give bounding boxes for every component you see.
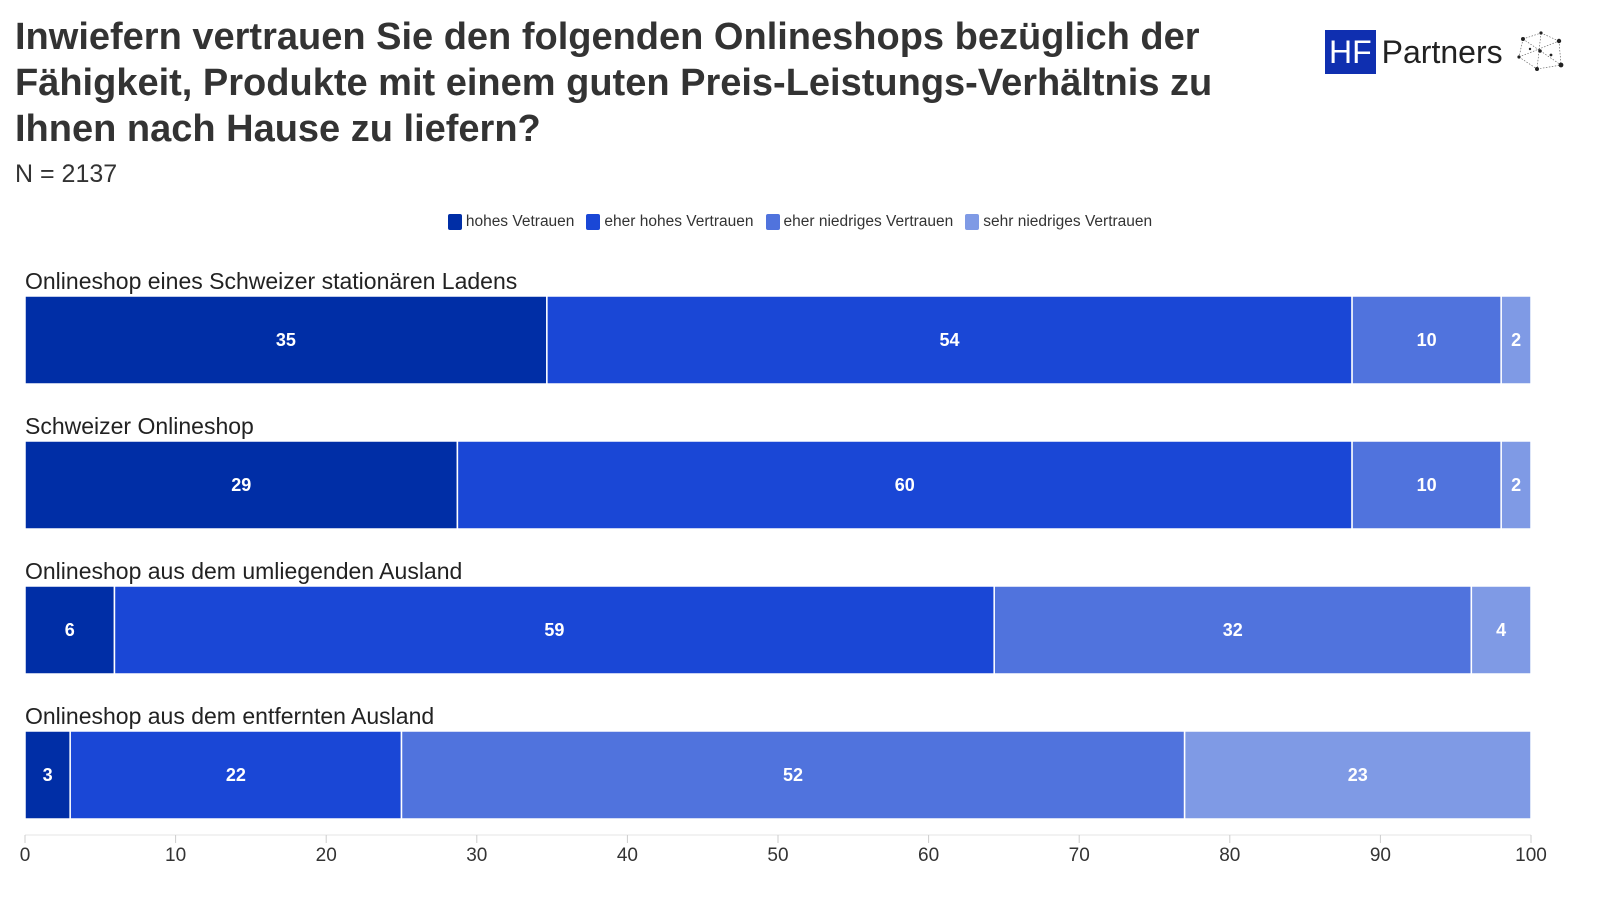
x-tick-label: 20 [316, 845, 337, 866]
category-label: Schweizer Onlineshop [25, 413, 254, 439]
x-tick-label: 100 [1515, 845, 1547, 866]
category-label: Onlineshop aus dem entfernten Ausland [25, 703, 434, 729]
legend-item-eher-niedriges-vertrauen[interactable]: eher niedriges Vertrauen [765, 213, 954, 231]
legend-label: eher hohes Vertrauen [604, 213, 754, 230]
bar-segment [113, 585, 995, 675]
bar-segment [400, 730, 1186, 820]
network-dots-icon [1516, 31, 1563, 71]
bar-value-label: 29 [231, 475, 251, 495]
bar-segment [1500, 440, 1532, 530]
legend-label: sehr niedriges Vertrauen [983, 213, 1153, 230]
bar-segment [1351, 440, 1502, 530]
legend-label: hohes Vetrauen [465, 213, 575, 230]
bar-value-label: 60 [895, 475, 915, 495]
x-tick-label: 10 [165, 845, 186, 866]
legend-label: eher niedriges Vertrauen [783, 213, 954, 230]
bar-segment [546, 295, 1353, 385]
legend-item-eher-hohes-vertrauen[interactable]: eher hohes Vertrauen [586, 213, 754, 231]
legend-swatch [586, 214, 601, 230]
x-tick-label: 60 [918, 845, 939, 866]
bar-value-label: 3 [43, 765, 53, 785]
chart-title: Inwiefern vertrauen Sie den folgenden On… [15, 16, 1213, 150]
bar-value-label: 59 [544, 620, 564, 640]
x-tick-label: 30 [466, 845, 487, 866]
bar-value-label: 35 [276, 330, 296, 350]
bar-segment [1183, 730, 1532, 820]
bar-value-label: 6 [65, 620, 75, 640]
legend-swatch [447, 214, 462, 230]
brand-logo: HF Partners [1325, 30, 1567, 74]
chart-subtitle: N = 2137 [15, 160, 118, 188]
bar-value-label: 2 [1511, 475, 1521, 495]
bar-segment [1470, 585, 1532, 675]
x-tick-label: 90 [1370, 845, 1391, 866]
bar-value-label: 54 [939, 330, 959, 350]
x-tick-label: 70 [1069, 845, 1090, 866]
bar-value-label: 10 [1417, 330, 1437, 350]
bar-value-label: 10 [1417, 475, 1437, 495]
bar-value-label: 4 [1496, 620, 1506, 640]
x-tick-label: 50 [767, 845, 788, 866]
bar-segment [24, 295, 548, 385]
x-tick-label: 40 [617, 845, 638, 866]
bar-segment [24, 585, 116, 675]
legend-swatch [965, 214, 980, 230]
logo-box: HF [1325, 30, 1376, 74]
bar-segment [69, 730, 403, 820]
legend-item-hohes-vertrauen[interactable]: hohes Vetrauen [447, 213, 575, 231]
x-tick-label: 0 [20, 845, 31, 866]
bar-value-label: 23 [1348, 765, 1368, 785]
legend: hohes Vetrauen eher hohes Vertrauen eher… [0, 213, 1600, 231]
category-label: Onlineshop aus dem umliegenden Ausland [25, 558, 462, 584]
bar-segment [1500, 295, 1532, 385]
bar-value-label: 32 [1223, 620, 1243, 640]
bar-segment [993, 585, 1473, 675]
x-tick-label: 80 [1219, 845, 1240, 866]
bar-segment [24, 730, 71, 820]
legend-item-sehr-niedriges-vertrauen[interactable]: sehr niedriges Vertrauen [965, 213, 1152, 231]
bar-segment [456, 440, 1353, 530]
category-label: Onlineshop eines Schweizer stationären L… [25, 268, 517, 294]
legend-swatch [765, 214, 780, 230]
bar-value-label: 52 [783, 765, 803, 785]
bar-value-label: 22 [226, 765, 246, 785]
logo-word: Partners [1381, 34, 1503, 70]
bar-value-label: 2 [1511, 330, 1521, 350]
